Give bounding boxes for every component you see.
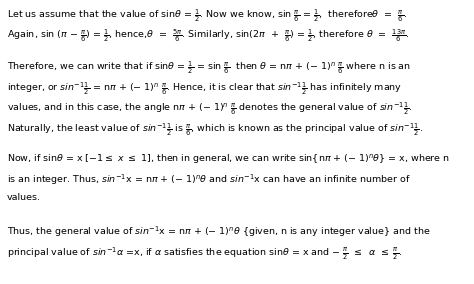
Text: Therefore, we can write that if sin$\theta$ = $\frac{1}{2}$ = sin $\frac{\pi}{6}: Therefore, we can write that if sin$\the… bbox=[7, 59, 411, 76]
Text: Thus, the general value of $sin^{-1}$x = n$\pi$ + ($-$ 1)$^{n}$$\theta$ {given, : Thus, the general value of $sin^{-1}$x =… bbox=[7, 225, 430, 239]
Text: values.: values. bbox=[7, 193, 41, 202]
Text: Now, if sin$\theta$ = x [$-$1$\leq$ $x$ $\leq$ 1], then in general, we can write: Now, if sin$\theta$ = x [$-$1$\leq$ $x$ … bbox=[7, 152, 450, 166]
Text: is an integer. Thus, $sin^{-1}$x = n$\pi$ + ($-$ 1)$^{n}$$\theta$ and $sin^{-1}$: is an integer. Thus, $sin^{-1}$x = n$\pi… bbox=[7, 173, 411, 187]
Text: Let us assume that the value of sin$\theta$ = $\frac{1}{2}$. Now we know, sin $\: Let us assume that the value of sin$\the… bbox=[7, 7, 407, 24]
Text: Naturally, the least value of $sin^{-1}\frac{1}{2}$ is $\frac{\pi}{6}$, which is: Naturally, the least value of $sin^{-1}\… bbox=[7, 121, 423, 137]
Text: principal value of $sin^{-1}$$\alpha$ =x, if $\alpha$ satisfies the equation sin: principal value of $sin^{-1}$$\alpha$ =x… bbox=[7, 245, 402, 262]
Text: Again, sin ($\pi$ $-$ $\frac{\pi}{6}$) = $\frac{1}{2}$, hence,$\theta$  =  $\fra: Again, sin ($\pi$ $-$ $\frac{\pi}{6}$) =… bbox=[7, 28, 410, 45]
Text: integer, or $sin^{-1}\frac{1}{2}$ = n$\pi$ + ($-$ 1)$^{n}$ $\frac{\pi}{6}$. Henc: integer, or $sin^{-1}\frac{1}{2}$ = n$\p… bbox=[7, 80, 402, 97]
Text: values, and in this case, the angle n$\pi$ + ($-$ 1)$^{n}$ $\frac{\pi}{6}$ denot: values, and in this case, the angle n$\p… bbox=[7, 100, 413, 117]
